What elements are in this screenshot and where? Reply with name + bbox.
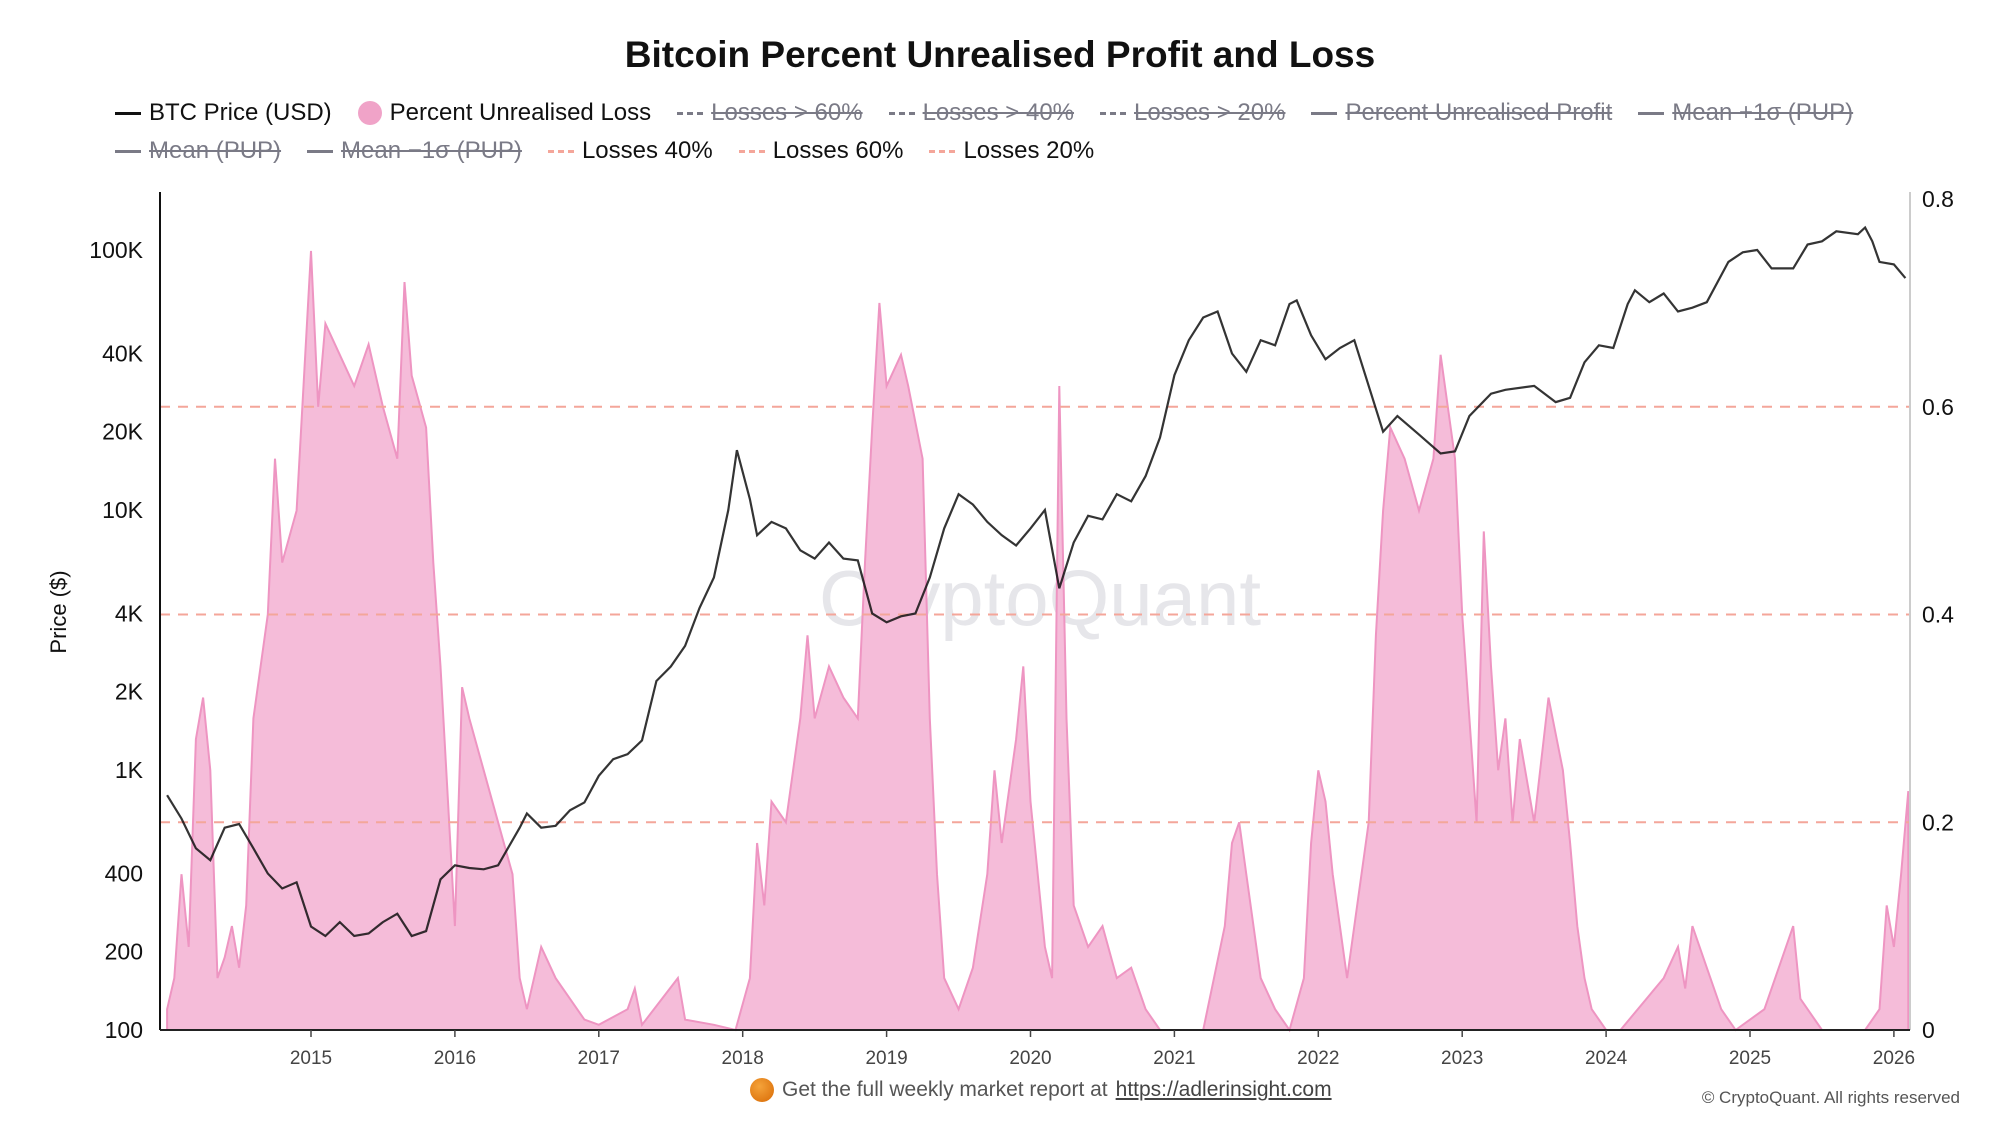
y-tick-label: 200 — [105, 939, 143, 965]
legend-swatch — [547, 149, 574, 153]
legend-item[interactable]: Percent Unrealised Profit — [1311, 98, 1612, 128]
legend: BTC Price (USD) Percent Unrealised Loss Lo… — [115, 98, 1915, 166]
legend-item[interactable]: Losses 60% — [738, 136, 904, 166]
legend-swatch — [115, 149, 141, 153]
legend-label: Losses 60% — [772, 137, 904, 164]
legend-swatch — [357, 101, 382, 125]
btc-price-line — [166, 225, 1907, 938]
x-tick-label: 2024 — [1585, 1048, 1628, 1069]
legend-swatch — [1638, 111, 1665, 115]
legend-item[interactable]: Losses 40% — [547, 136, 713, 166]
legend-swatch — [1311, 111, 1338, 115]
x-tick-label: 2022 — [1297, 1048, 1339, 1069]
y-tick-label: 40K — [102, 340, 144, 366]
y-tick-label: 20K — [102, 419, 144, 445]
legend-label: Losses 40% — [581, 137, 713, 164]
x-tick-label: 2020 — [1009, 1048, 1051, 1069]
legend-swatch — [1100, 111, 1127, 115]
x-tick-label: 2025 — [1729, 1048, 1771, 1069]
legend-label: Mean (PUP) — [149, 137, 282, 164]
y-tick-label: 2K — [115, 679, 144, 705]
x-tick-label: 2017 — [578, 1048, 620, 1069]
legend-label: Losses > 60% — [711, 99, 863, 126]
x-tick-label: 2023 — [1441, 1048, 1483, 1069]
y2-tick-label: 0 — [1922, 1017, 1935, 1043]
legend-swatch — [115, 111, 141, 115]
y2-tick-label: 0.4 — [1922, 602, 1954, 628]
y-tick-label: 400 — [105, 860, 143, 886]
legend-label: BTC Price (USD) — [149, 99, 332, 126]
x-tick-label: 2016 — [434, 1048, 476, 1069]
legend-item[interactable]: Losses > 40% — [888, 98, 1075, 128]
legend-swatch — [307, 149, 334, 153]
legend-item[interactable]: Losses > 60% — [677, 98, 863, 128]
x-tick-label: 2021 — [1153, 1048, 1195, 1069]
legend-label: Percent Unrealised Loss — [389, 99, 652, 126]
legend-label: Losses > 20% — [1134, 99, 1286, 126]
y2-tick-label: 0.6 — [1922, 394, 1954, 420]
percent-unrealised-loss-area — [166, 250, 1910, 1033]
x-tick-label: 2019 — [865, 1048, 907, 1069]
y-tick-label: 100K — [89, 237, 143, 263]
legend-swatch — [888, 111, 915, 115]
copyright: © CryptoQuant. All rights reserved — [1701, 1088, 1960, 1107]
chart-title: Bitcoin Percent Unrealised Profit and Lo… — [624, 34, 1376, 75]
x-tick-label: 2018 — [722, 1048, 764, 1069]
legend-item[interactable]: Mean +1σ (PUP) — [1638, 98, 1853, 128]
legend-label: Mean −1σ (PUP) — [341, 137, 522, 164]
y2-tick-label: 0.8 — [1922, 186, 1954, 212]
footer-link[interactable]: https://adlerinsight.com — [1115, 1078, 1332, 1101]
legend-item[interactable]: BTC Price (USD) — [115, 98, 332, 128]
coin-icon — [750, 1078, 774, 1102]
legend-item[interactable]: Losses 20% — [929, 136, 1094, 166]
legend-swatch — [677, 111, 704, 115]
y-tick-label: 100 — [105, 1017, 143, 1043]
legend-label: Percent Unrealised Profit — [1345, 99, 1613, 126]
legend-label: Mean +1σ (PUP) — [1672, 99, 1854, 126]
legend-item[interactable]: Percent Unrealised Loss — [357, 98, 652, 128]
legend-item[interactable]: Mean −1σ (PUP) — [307, 136, 522, 166]
legend-swatch — [929, 149, 956, 153]
footer-promo: Get the full weekly market report at htt… — [750, 1078, 1332, 1102]
legend-label: Losses > 40% — [922, 99, 1075, 126]
y-tick-label: 10K — [102, 497, 144, 523]
y2-tick-label: 0.2 — [1922, 809, 1954, 835]
legend-item[interactable]: Losses > 20% — [1100, 98, 1285, 128]
y-tick-label: 4K — [115, 600, 144, 626]
x-tick-label: 2026 — [1873, 1048, 1915, 1069]
footer-text: Get the full weekly market report at — [782, 1078, 1108, 1101]
legend-item[interactable]: Mean (PUP) — [115, 136, 281, 166]
legend-swatch — [738, 149, 765, 153]
x-tick-label: 2015 — [290, 1048, 332, 1069]
legend-label: Losses 20% — [963, 137, 1095, 164]
y-tick-label: 1K — [115, 757, 144, 783]
y-axis-label: Price ($) — [46, 570, 71, 653]
